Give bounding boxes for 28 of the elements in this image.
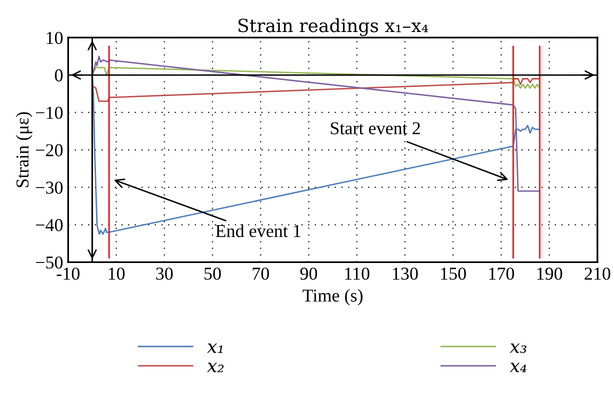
y-tick-label: −30 <box>36 182 63 194</box>
annotation: End event 1 <box>216 224 300 238</box>
x-tick-label: 110 <box>345 268 370 280</box>
legend-label: x₃ <box>510 343 526 354</box>
y-tick-label: 0 <box>54 69 63 82</box>
annotation: Start event 2 <box>330 122 420 134</box>
y-tick-label: 10 <box>46 32 63 44</box>
x-tick-label: 190 <box>537 268 562 280</box>
x-tick-label: 50 <box>204 268 221 280</box>
legend-label: x₄ <box>510 362 526 372</box>
x-tick-label: 70 <box>252 268 269 280</box>
x-tick-label: 210 <box>584 268 610 280</box>
y-tick-label: −50 <box>36 256 63 269</box>
x-tick-label: -10 <box>56 268 80 280</box>
x-tick-label: 10 <box>108 268 125 280</box>
x-tick-label: 30 <box>156 268 173 280</box>
chart-title: Strain readings x₁–x₄ <box>238 18 428 36</box>
y-tick-label: −20 <box>36 144 63 156</box>
x-tick-label: 150 <box>441 268 466 280</box>
legend-label: x₁ <box>207 343 222 353</box>
x-tick-label: 170 <box>489 268 514 280</box>
x-axis-title: Time (s) <box>302 288 363 306</box>
y-axis-title: Strain (με) <box>16 112 32 188</box>
y-tick-label: −10 <box>36 106 63 119</box>
x-tick-label: 90 <box>300 268 318 280</box>
legend-label: x₂ <box>207 362 224 372</box>
x-tick-label: 130 <box>393 268 418 280</box>
y-tick-label: −40 <box>36 219 63 232</box>
